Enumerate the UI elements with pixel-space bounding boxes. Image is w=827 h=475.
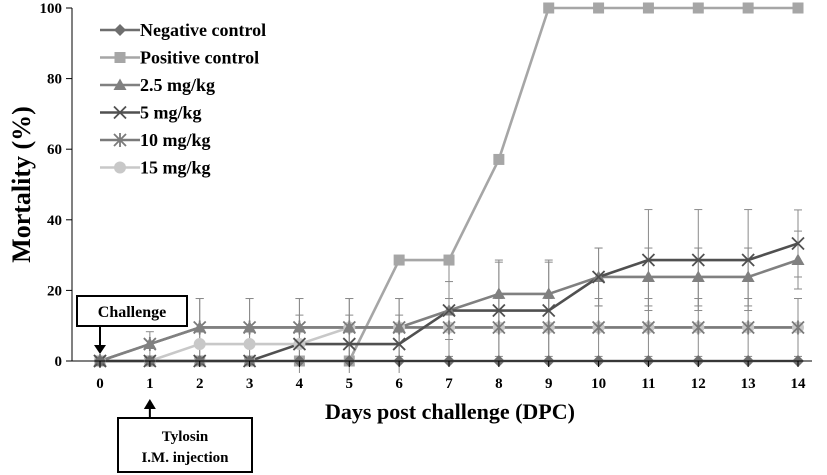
challenge-label: Challenge [98, 304, 166, 321]
x-tick-label: 3 [246, 376, 254, 392]
data-point [543, 2, 555, 14]
annotations: Challenge Tylosin I.M. injection [76, 295, 253, 473]
data-point [393, 254, 405, 266]
data-point [641, 270, 655, 282]
data-point [542, 303, 556, 318]
legend-marker [113, 78, 127, 90]
legend-marker [114, 161, 126, 174]
data-point [243, 320, 257, 333]
challenge-box [76, 295, 188, 327]
legend-marker [114, 52, 126, 63]
legend: Negative control Positive control 2.5 mg/k… [100, 20, 266, 178]
data-point [792, 2, 804, 14]
legend-label: Positive control [140, 48, 259, 68]
data-point [593, 2, 605, 14]
data-point [492, 320, 506, 335]
legend-label: Negative control [140, 20, 266, 40]
tylosin-box [117, 417, 253, 473]
data-point [791, 320, 805, 335]
data-point [642, 2, 654, 14]
x-tick-label: 5 [346, 376, 354, 392]
data-point [542, 320, 556, 335]
data-point [442, 320, 456, 335]
legend-item: 2.5 mg/kg [100, 75, 215, 95]
data-point [442, 303, 456, 318]
legend-label: 2.5 mg/kg [140, 75, 215, 95]
x-tick-label: 14 [791, 376, 807, 392]
x-tick-label: 12 [691, 376, 706, 392]
data-point [591, 320, 606, 335]
y-axis-title: Mortality (%) [7, 106, 36, 263]
y-tick-label: 40 [47, 213, 62, 229]
tylosin-annotation: Tylosin I.M. injection [117, 399, 253, 473]
data-point [741, 320, 755, 335]
legend-marker [113, 133, 127, 147]
data-point [741, 253, 755, 267]
x-tick-label: 4 [296, 376, 304, 392]
legend-label: 15 mg/kg [140, 158, 211, 178]
tylosin-arrow-head [143, 399, 156, 409]
y-tick-label: 60 [47, 142, 62, 158]
y-tick-label: 20 [47, 283, 62, 299]
x-tick-label: 9 [545, 376, 553, 392]
legend-item: 15 mg/kg [100, 158, 211, 178]
data-point [243, 338, 256, 351]
x-tick-label: 7 [445, 376, 453, 392]
x-tick-label: 6 [395, 376, 403, 392]
x-tick-label: 1 [146, 376, 154, 392]
x-tick-label: 8 [495, 376, 503, 392]
challenge-annotation: Challenge [76, 295, 188, 354]
data-point [791, 236, 805, 251]
y-tick-label: 0 [55, 354, 63, 370]
data-point [193, 320, 207, 333]
data-point [641, 320, 656, 335]
error-bars [145, 209, 802, 374]
data-point [791, 253, 805, 266]
legend-item: 10 mg/kg [100, 130, 211, 150]
data-point [443, 254, 455, 266]
x-tick-label: 0 [96, 376, 104, 392]
data-point [742, 2, 754, 14]
data-point [292, 320, 306, 333]
data-point [741, 270, 755, 282]
legend-label: 10 mg/kg [140, 130, 211, 150]
data-point [193, 338, 206, 351]
data-point [691, 320, 705, 335]
data-point [342, 337, 356, 351]
x-tick-label: 11 [641, 376, 655, 392]
tylosin-label-line: Tylosin [162, 429, 209, 445]
legend-item: Positive control [100, 48, 259, 68]
x-axis-title: Days post challenge (DPC) [325, 399, 575, 424]
challenge-arrow-head [94, 345, 106, 354]
data-point [342, 320, 356, 333]
legend-marker [113, 105, 127, 120]
data-point [143, 337, 157, 350]
data-point [691, 270, 705, 282]
data-point [392, 320, 406, 333]
tylosin-label-line: I.M. injection [141, 450, 229, 466]
series-markers [93, 2, 805, 368]
data-point [292, 337, 307, 351]
data-point [493, 153, 505, 165]
x-tick-label: 13 [741, 376, 756, 392]
legend-marker [114, 24, 126, 36]
legend-label: 5 mg/kg [140, 103, 202, 123]
data-point [692, 2, 704, 14]
data-point [691, 253, 705, 267]
x-tick-label: 2 [196, 376, 204, 392]
legend-item: Negative control [100, 20, 266, 40]
data-point [392, 337, 406, 351]
data-point [542, 287, 556, 299]
y-tick-label: 100 [40, 1, 63, 17]
data-point [591, 270, 606, 284]
data-point [492, 303, 506, 318]
legend-item: 5 mg/kg [100, 103, 202, 123]
y-tick-label: 80 [47, 72, 62, 88]
x-tick-label: 10 [591, 376, 606, 392]
data-point [641, 253, 656, 267]
data-point [492, 287, 506, 299]
